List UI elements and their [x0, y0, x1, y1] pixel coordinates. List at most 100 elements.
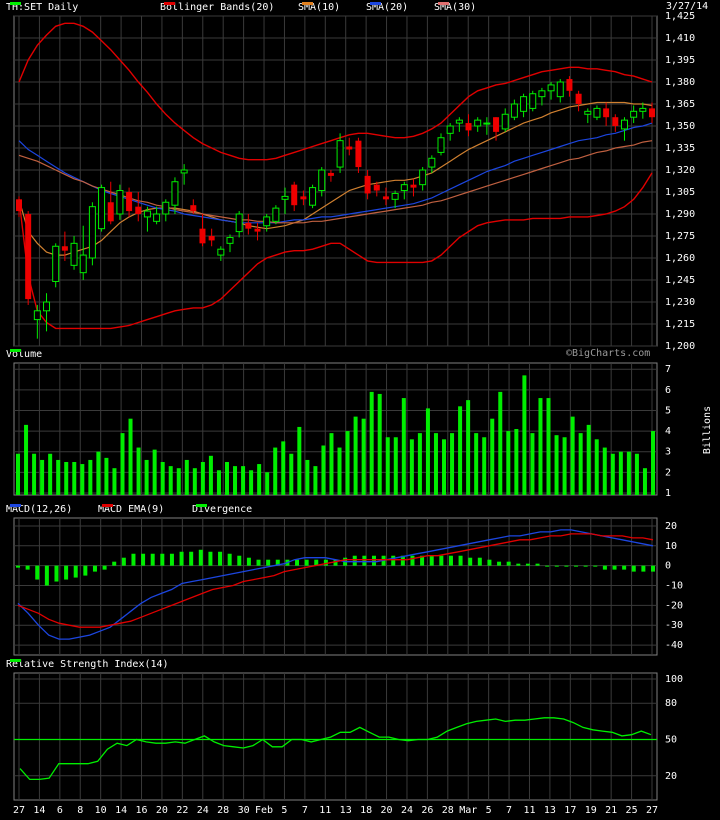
volume-bar [337, 447, 342, 495]
macd-axis-tick-label: 0 [665, 561, 671, 572]
price-axis-tick-label: 1,365 [665, 99, 695, 110]
divergence-bar [266, 559, 271, 566]
macd-axis-tick-label: 10 [665, 541, 677, 552]
volume-bar [506, 431, 511, 495]
volume-axis-tick-label: 3 [665, 447, 671, 458]
divergence-bar [420, 555, 425, 566]
candle-body-up [171, 181, 179, 206]
x-tick-label: 27 [646, 805, 658, 816]
divergence-bar [400, 555, 405, 566]
divergence-bar [583, 565, 588, 567]
candle-body-up [336, 140, 344, 168]
volume-bar [474, 433, 479, 495]
x-tick-label: 5 [281, 805, 287, 816]
price-axis-tick-label: 1,215 [665, 319, 695, 330]
divergence-bar [16, 565, 20, 568]
x-tick-label: 30 [238, 805, 250, 816]
candle-body-up [281, 195, 289, 200]
price-axis-tick-label: 1,335 [665, 143, 695, 154]
volume-bar [16, 453, 20, 495]
divergence-bar [131, 553, 136, 566]
divergence-bar [602, 565, 607, 570]
volume-bar [554, 435, 559, 495]
divergence-bar [304, 559, 309, 566]
candle-body-down [373, 184, 380, 191]
divergence-bar [631, 565, 636, 572]
volume-axis-tick-label: 6 [665, 385, 671, 396]
bollinger-lower-line [18, 172, 653, 330]
price-axis-tick-label: 1,260 [665, 253, 695, 264]
x-tick-label: 20 [381, 805, 393, 816]
candle-body-up [483, 122, 491, 125]
price-axis-tick-label: 1,275 [665, 231, 695, 242]
divergence-bar [439, 555, 444, 566]
volume-bar [530, 433, 535, 495]
volume-bar [586, 424, 591, 495]
volume-axis-tick-label: 4 [665, 426, 671, 437]
volume-panel: 7 6 5 4 3 2 1 Billions [13, 362, 713, 499]
volume-bar [241, 466, 246, 495]
x-tick-label: 28 [217, 805, 229, 816]
volume-bar [24, 424, 29, 495]
candle-body-up [474, 119, 482, 127]
macd-label: MACD(12,26) [6, 504, 73, 515]
x-tick-label: 17 [564, 805, 576, 816]
candle-body-up [180, 169, 188, 174]
volume-bar [538, 398, 543, 495]
price-axis-tick-label: 1,380 [665, 77, 695, 88]
divergence-bar [554, 565, 559, 567]
candle-body-down [254, 228, 261, 232]
divergence-bar [352, 555, 357, 566]
volume-bar [570, 416, 575, 495]
volume-bar [128, 418, 133, 495]
candle-body-up [428, 157, 436, 168]
x-tick-label: 21 [605, 805, 617, 816]
candle-body-down [346, 146, 353, 150]
volume-bar [466, 400, 471, 495]
candle-body-up [510, 103, 518, 118]
volume-axis-tick-label: 7 [665, 364, 671, 375]
divergence-bar [189, 551, 194, 566]
x-tick-label: 24 [401, 805, 413, 816]
price-axis-tick-label: 1,425 [665, 11, 695, 22]
volume-bar [208, 455, 213, 495]
candle-body-down [327, 172, 334, 176]
candle-body-up [235, 213, 243, 233]
volume-bar [514, 429, 519, 495]
candle-body-down [355, 140, 362, 168]
volume-bar [498, 391, 503, 495]
candle-body-up [309, 187, 317, 206]
price-axis-tick-label: 1,395 [665, 55, 695, 66]
volume-bar [273, 447, 278, 495]
divergence-bar [102, 565, 107, 570]
volume-label: Volume [6, 349, 43, 360]
candle-body-up [88, 206, 96, 259]
x-tick-label: 18 [360, 805, 372, 816]
volume-bar [176, 468, 181, 495]
divergence-bar [525, 563, 530, 566]
volume-bar [96, 451, 101, 495]
candle-body-up [455, 119, 463, 124]
volume-bar [168, 466, 173, 495]
macd-axis-tick-label: -30 [665, 620, 683, 631]
volume-bar [602, 447, 607, 495]
candle-body-down [61, 246, 68, 251]
panel-frame [13, 362, 658, 496]
x-tick-label: 7 [302, 805, 308, 816]
divergence-bar [208, 551, 213, 566]
volume-bar [104, 457, 109, 495]
x-tick-label: Feb [255, 805, 273, 816]
candle-body-up [162, 201, 170, 215]
candle-body-down [612, 117, 619, 126]
volume-bar [224, 462, 229, 495]
volume-bar [490, 418, 495, 495]
candle-body-down [126, 192, 133, 212]
candle-body-down [410, 184, 417, 188]
x-tick-label: 8 [77, 805, 83, 816]
divergence-bar [333, 559, 338, 566]
divergence-bar [92, 565, 97, 572]
volume-bar [192, 468, 197, 495]
candle-body-down [493, 117, 500, 132]
volume-bar [136, 447, 141, 495]
price-axis-tick-label: 1,410 [665, 33, 695, 44]
